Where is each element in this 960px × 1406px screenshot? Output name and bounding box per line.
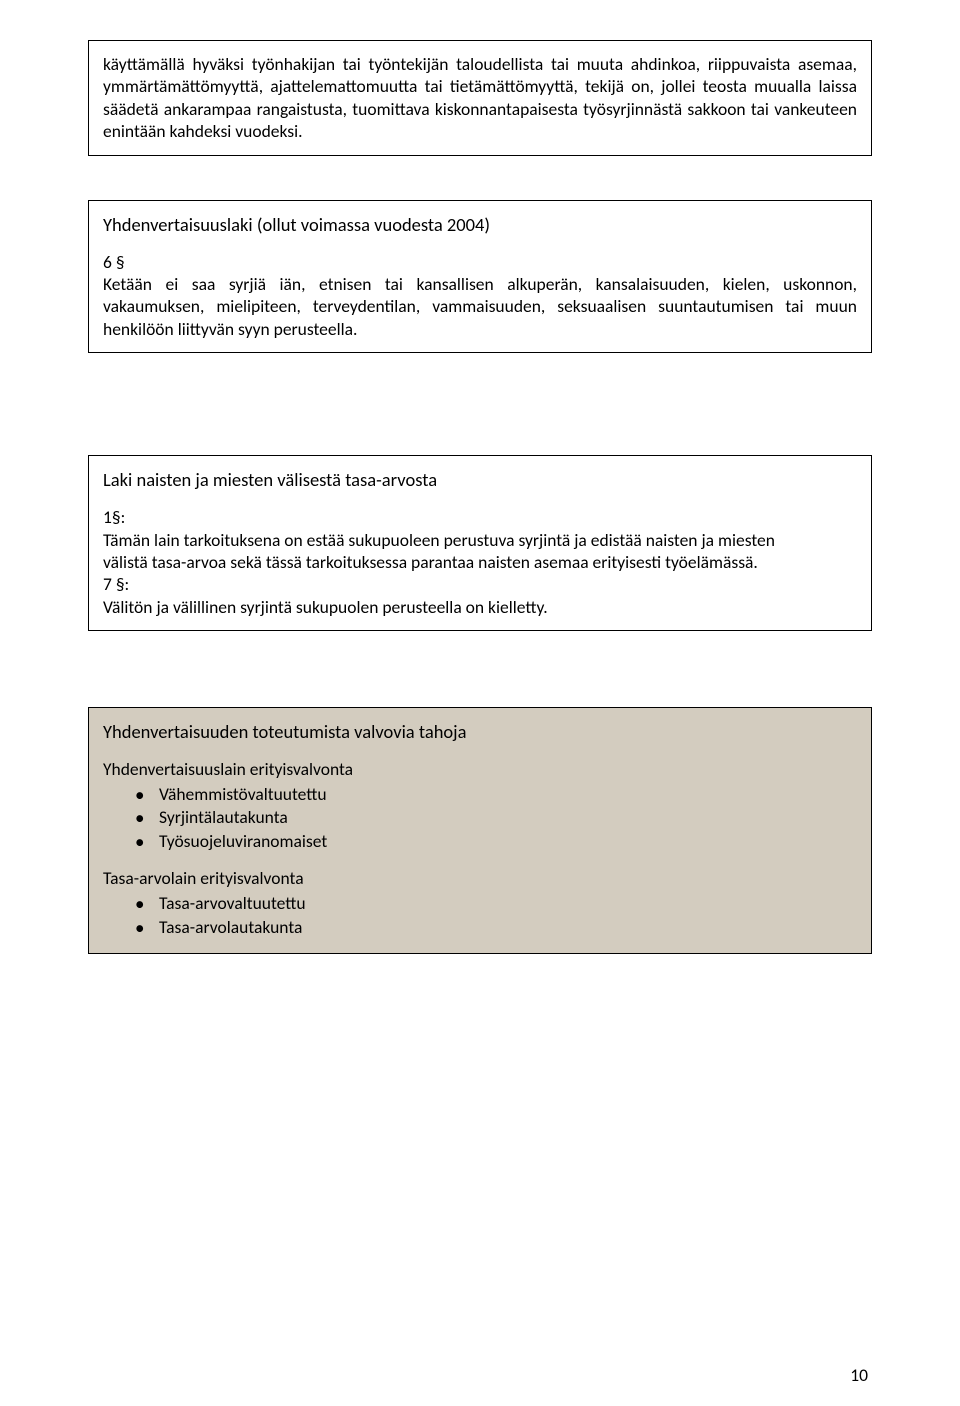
spacer xyxy=(88,168,872,200)
box-equality-act: Yhdenvertaisuuslaki (ollut voimassa vuod… xyxy=(88,200,872,354)
list-gender-equality-supervision: Tasa-arvovaltuutettu Tasa-arvolautakunta xyxy=(103,892,857,939)
box-supervision-bodies: Yhdenvertaisuuden toteutumista valvovia … xyxy=(88,707,872,954)
paragraph-section-7: Välitön ja välillinen syrjintä sukupuole… xyxy=(103,596,857,618)
list-item: Syrjintälautakunta xyxy=(159,806,857,830)
group-gender-equality-supervision: Tasa-arvolain erityisvalvonta Tasa-arvov… xyxy=(103,867,857,939)
title-supervision: Yhdenvertaisuuden toteutumista valvovia … xyxy=(103,720,857,744)
list-item: Työsuojeluviranomaiset xyxy=(159,830,857,854)
paragraph-section-6: Ketään ei saa syrjiä iän, etnisen tai ka… xyxy=(103,273,857,340)
box-criminal-penalty: käyttämällä hyväksi työnhakijan tai työn… xyxy=(88,40,872,156)
paragraph-section-1-line2: välistä tasa-arvoa sekä tässä tarkoituks… xyxy=(103,551,857,573)
list-item: Tasa-arvolautakunta xyxy=(159,916,857,940)
heading-equality-law-supervision: Yhdenvertaisuuslain erityisvalvonta xyxy=(103,758,857,780)
section-7-label: 7 §: xyxy=(103,573,857,595)
box-gender-equality: Laki naisten ja miesten välisestä tasa-a… xyxy=(88,455,872,631)
title-gender-equality: Laki naisten ja miesten välisestä tasa-a… xyxy=(103,468,857,492)
heading-gender-equality-supervision: Tasa-arvolain erityisvalvonta xyxy=(103,867,857,889)
section-1-label: 1§: xyxy=(103,506,857,528)
page-number: 10 xyxy=(850,1364,868,1386)
title-equality-act: Yhdenvertaisuuslaki (ollut voimassa vuod… xyxy=(103,213,857,237)
list-item: Tasa-arvovaltuutettu xyxy=(159,892,857,916)
paragraph-section-1-line1: Tämän lain tarkoituksena on estää sukupu… xyxy=(103,529,857,551)
spacer xyxy=(88,643,872,675)
section-6-label: 6 § xyxy=(103,251,857,273)
list-equality-law-supervision: Vähemmistövaltuutettu Syrjintälautakunta… xyxy=(103,783,857,854)
group-equality-law-supervision: Yhdenvertaisuuslain erityisvalvonta Vähe… xyxy=(103,758,857,853)
spacer xyxy=(88,365,872,455)
spacer xyxy=(88,675,872,707)
list-item: Vähemmistövaltuutettu xyxy=(159,783,857,807)
paragraph-criminal-penalty: käyttämällä hyväksi työnhakijan tai työn… xyxy=(103,53,857,143)
